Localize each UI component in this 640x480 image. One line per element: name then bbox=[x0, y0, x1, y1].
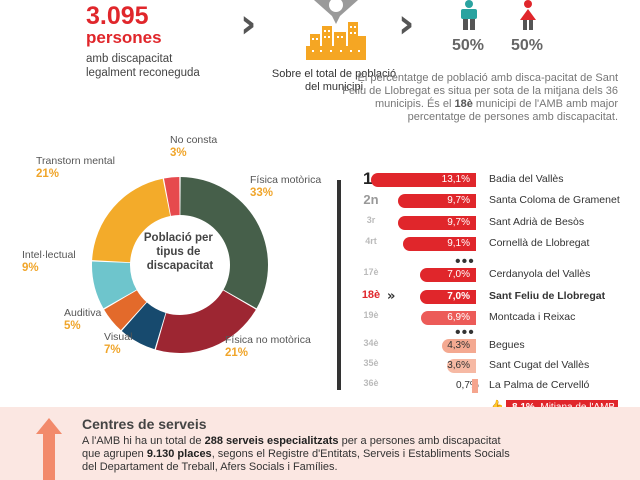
rank-municipality: Montcada i Reixac bbox=[489, 311, 576, 323]
donut-segment-6 bbox=[163, 177, 180, 216]
ranking-row: 3r 9,7% Sant Adrià de Besòs bbox=[360, 215, 630, 231]
ranking-row: 17è 7,0% Cerdanyola del Vallès bbox=[360, 267, 630, 283]
donut-label-fisica-motorica: Física motòrica 33% bbox=[250, 174, 322, 199]
stat-description: amb discapacitat legalment reconeguda bbox=[86, 53, 200, 79]
donut-label-auditiva: Auditiva 5% bbox=[64, 307, 102, 332]
centres-title: Centres de serveis bbox=[82, 416, 207, 432]
rank-municipality: La Palma de Cervelló bbox=[489, 379, 590, 391]
donut-segment-5 bbox=[92, 178, 171, 263]
rank-municipality: Begues bbox=[489, 339, 525, 351]
percentatge-description: El percentatge de població amb disca-pac… bbox=[342, 72, 618, 123]
city-pin-icon bbox=[306, 0, 366, 60]
rank-bar: 9,7% bbox=[398, 216, 476, 230]
donut-segment-0 bbox=[180, 177, 268, 309]
city-label: Sobre el total de població del municipi bbox=[271, 68, 397, 93]
arrow-up-icon bbox=[36, 418, 62, 480]
rank-bar: 9,1% bbox=[403, 237, 476, 251]
ellipsis-dots: ••• bbox=[455, 324, 475, 341]
rank-number: 17è bbox=[363, 267, 379, 277]
chevron-right-icon: › bbox=[240, 1, 257, 47]
ranking-row: 18è 7,0% Sant Feliu de Llobregat bbox=[360, 289, 630, 305]
ranking-row: 34è 4,3% Begues bbox=[360, 338, 630, 354]
donut-center-title: Població per tipus de discapacitat bbox=[144, 232, 216, 272]
donut-segment-3 bbox=[104, 290, 147, 331]
double-chevron-icon: » bbox=[387, 289, 396, 304]
chevron-right-icon: › bbox=[398, 1, 415, 47]
donut-label-fisica-no-motorica: Física no motòrica 21% bbox=[225, 334, 311, 359]
ranking-row: 4rt 9,1% Cornellà de Llobregat bbox=[360, 236, 630, 252]
stat-value: 3.095 bbox=[86, 2, 149, 30]
ranking-row: 2n 9,7% Santa Coloma de Gramenet bbox=[360, 192, 630, 209]
rank-bar: 0,7% bbox=[456, 380, 479, 391]
donut-chart: Població per tipus de discapacitat bbox=[92, 177, 268, 353]
rank-bar: 7,0% bbox=[419, 290, 476, 304]
rank-bar: 13,1% bbox=[371, 173, 476, 187]
donut-segment-1 bbox=[155, 290, 256, 353]
donut-segment-2 bbox=[121, 302, 166, 350]
rank-number: 36è bbox=[363, 378, 379, 388]
rank-municipality: Sant Adrià de Besòs bbox=[489, 216, 585, 228]
rank-bar: 9,7% bbox=[398, 194, 476, 208]
rank-bar-mark bbox=[472, 379, 478, 393]
rank-number: 3r bbox=[366, 215, 376, 225]
male-percentage: 50% bbox=[452, 37, 485, 54]
rank-number: 34è bbox=[363, 338, 379, 348]
rank-municipality: Santa Coloma de Gramenet bbox=[489, 194, 620, 206]
rank-bar: 4,3% bbox=[441, 339, 476, 353]
male-icon bbox=[461, 0, 477, 30]
donut-label-transtorn-mental: Transtorn mental 21% bbox=[36, 155, 115, 180]
rank-municipality: Cerdanyola del Vallès bbox=[489, 268, 591, 280]
donut-segment-4 bbox=[92, 261, 137, 309]
ellipsis-dots: ••• bbox=[455, 253, 475, 270]
donut-label-no-consta: No consta 3% bbox=[170, 134, 218, 159]
rank-number: 18è bbox=[361, 289, 381, 301]
rank-municipality: Cornellà de Llobregat bbox=[489, 237, 590, 249]
rank-bar: 6,9% bbox=[420, 311, 476, 325]
female-percentage: 50% bbox=[511, 37, 544, 54]
rank-number: 35è bbox=[363, 358, 379, 368]
rank-municipality: Sant Cugat del Vallès bbox=[489, 359, 590, 371]
female-icon bbox=[520, 0, 536, 30]
donut-label-visual: Visual 7% bbox=[104, 331, 133, 356]
rank-bar: 3,6% bbox=[447, 359, 476, 373]
rank-bar: 7,0% bbox=[419, 268, 476, 282]
centres-text: A l'AMB hi ha un total de 288 serveis es… bbox=[82, 435, 510, 473]
centres-panel bbox=[0, 407, 640, 480]
ranking-row: 35è 3,6% Sant Cugat del Vallès bbox=[360, 358, 630, 374]
stat-unit: persones bbox=[86, 28, 162, 47]
rank-number: 19è bbox=[363, 310, 379, 320]
ranking-row: 19è 6,9% Montcada i Reixac bbox=[360, 310, 630, 326]
rank-number: 4rt bbox=[365, 236, 377, 246]
ranking-row: 1r13,1%Badia del Vallès bbox=[360, 169, 630, 188]
rank-municipality: Badia del Vallès bbox=[489, 173, 564, 185]
rank-municipality: Sant Feliu de Llobregat bbox=[489, 290, 606, 302]
ranking-row: 36è 0,7% La Palma de Cervelló bbox=[360, 378, 630, 394]
ranking-divider bbox=[337, 180, 341, 390]
rank-number: 2n bbox=[363, 192, 379, 207]
donut-label-intellectual: Intel·lectual 9% bbox=[22, 249, 76, 274]
